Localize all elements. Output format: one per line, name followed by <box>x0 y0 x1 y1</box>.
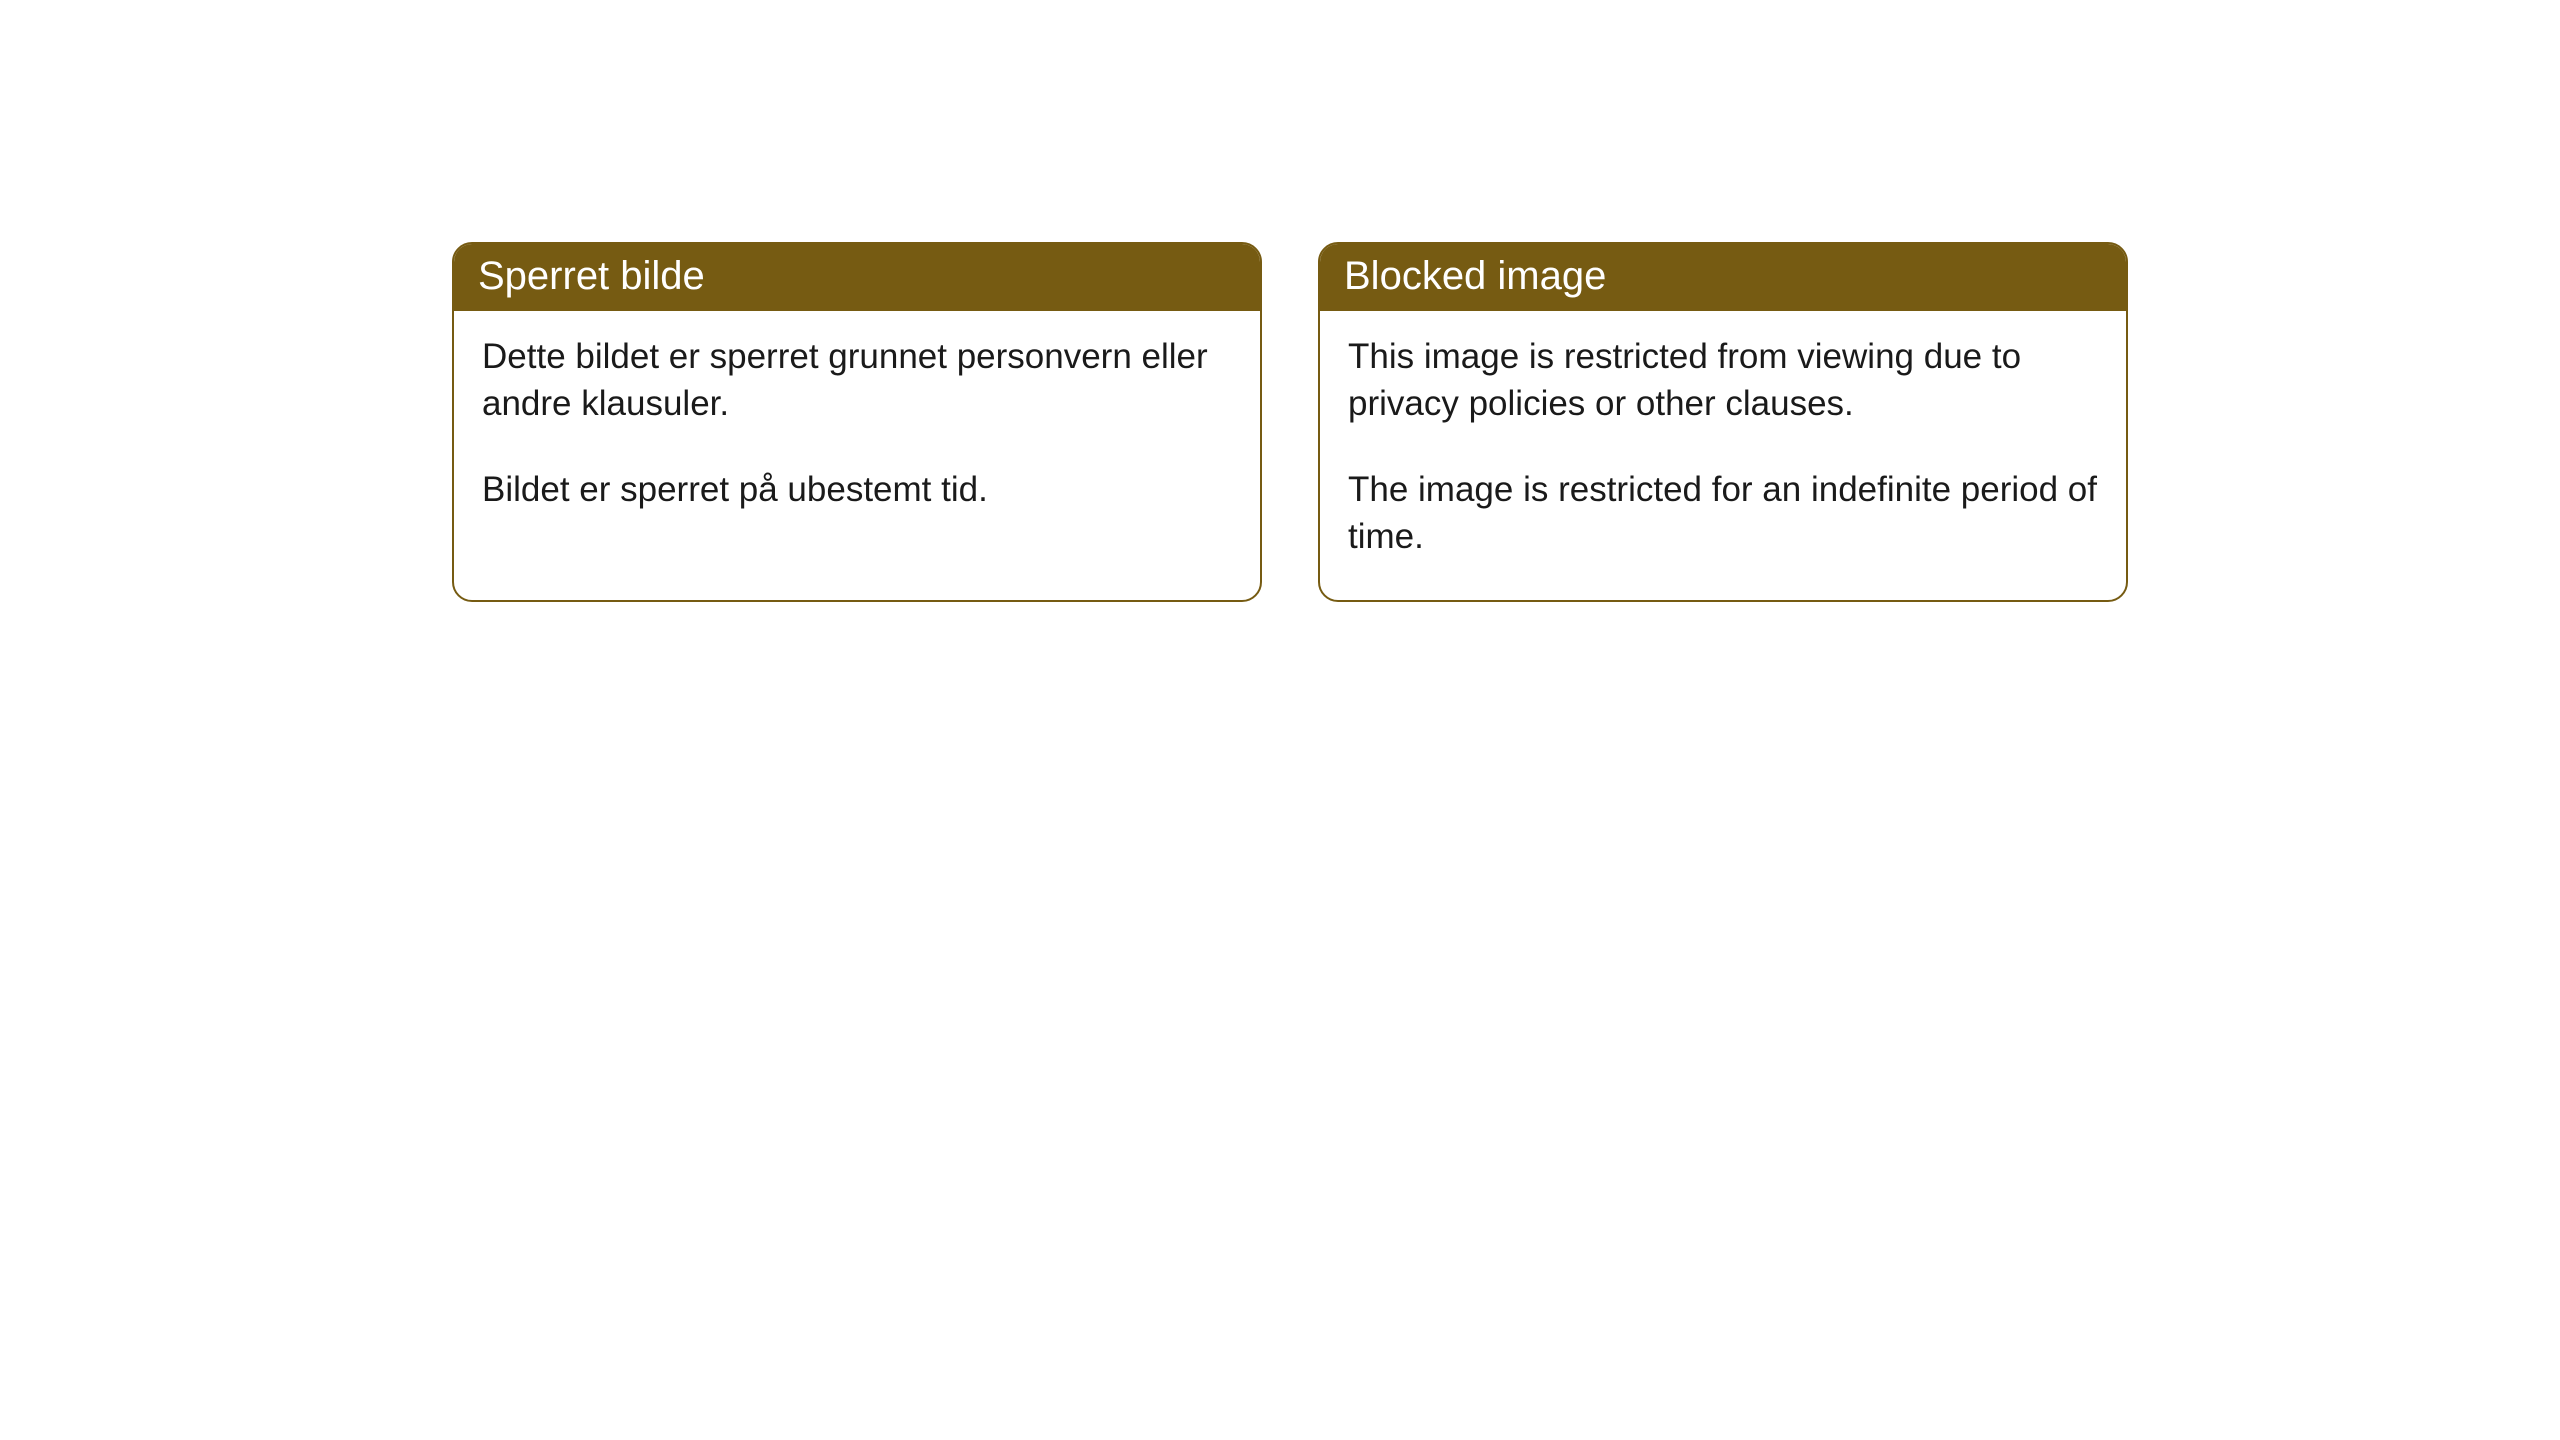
card-paragraph-2-en: The image is restricted for an indefinit… <box>1348 466 2098 561</box>
card-body-no: Dette bildet er sperret grunnet personve… <box>454 311 1260 553</box>
card-container: Sperret bilde Dette bildet er sperret gr… <box>0 0 2560 602</box>
card-body-en: This image is restricted from viewing du… <box>1320 311 2126 600</box>
blocked-image-card-en: Blocked image This image is restricted f… <box>1318 242 2128 602</box>
card-paragraph-1-en: This image is restricted from viewing du… <box>1348 333 2098 428</box>
card-paragraph-1-no: Dette bildet er sperret grunnet personve… <box>482 333 1232 428</box>
card-header-en: Blocked image <box>1320 244 2126 311</box>
card-paragraph-2-no: Bildet er sperret på ubestemt tid. <box>482 466 1232 513</box>
card-header-no: Sperret bilde <box>454 244 1260 311</box>
blocked-image-card-no: Sperret bilde Dette bildet er sperret gr… <box>452 242 1262 602</box>
